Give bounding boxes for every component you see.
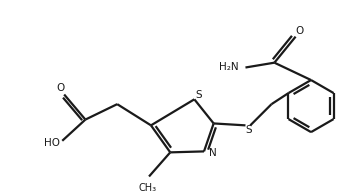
Text: H₂N: H₂N — [219, 61, 239, 72]
Text: S: S — [245, 125, 252, 135]
Text: O: O — [56, 83, 64, 93]
Text: S: S — [195, 89, 201, 100]
Text: HO: HO — [44, 138, 59, 148]
Text: CH₃: CH₃ — [138, 183, 156, 193]
Text: O: O — [295, 26, 304, 36]
Text: N: N — [209, 148, 217, 158]
